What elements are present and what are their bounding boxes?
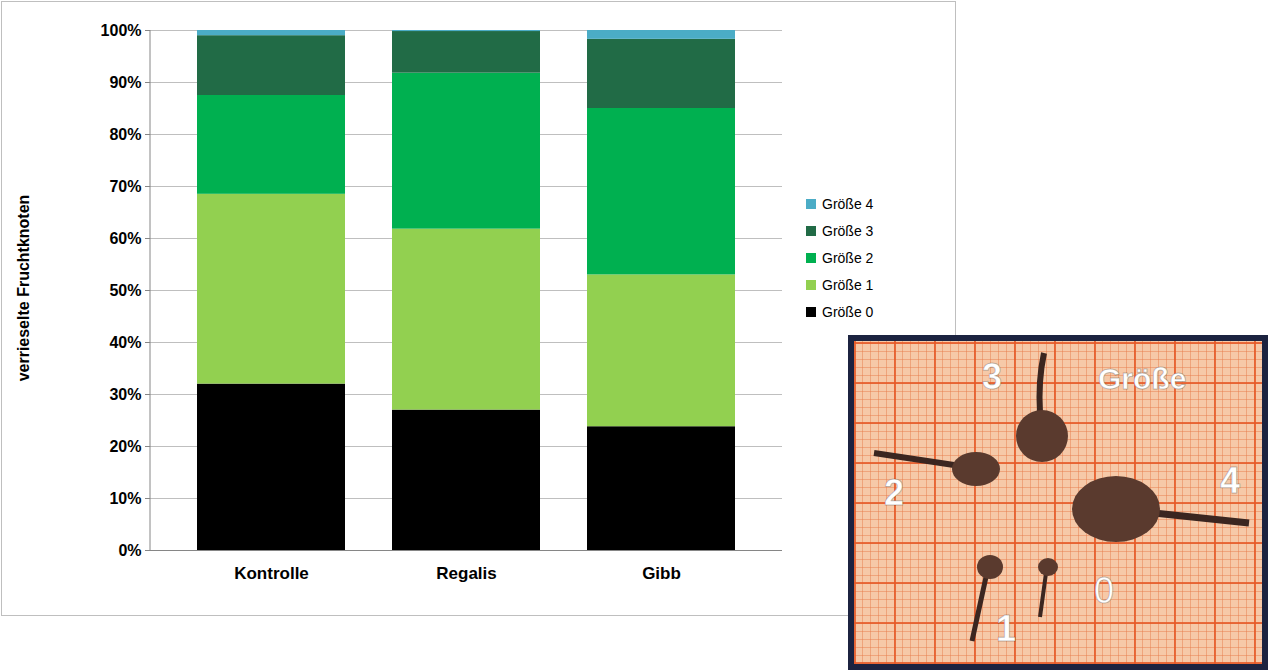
svg-text:90%: 90%	[109, 74, 141, 91]
svg-text:10%: 10%	[109, 490, 141, 507]
svg-text:20%: 20%	[109, 438, 141, 455]
svg-text:80%: 80%	[109, 126, 141, 143]
svg-text:60%: 60%	[109, 230, 141, 247]
svg-text:0%: 0%	[118, 542, 141, 559]
svg-text:100%: 100%	[101, 22, 142, 39]
svg-text:Größe: Größe	[1098, 362, 1186, 395]
svg-text:Regalis: Regalis	[436, 564, 496, 583]
svg-text:Kontrolle: Kontrolle	[234, 564, 309, 583]
html-text:Größe 4: Größe 4	[822, 195, 874, 212]
html-text:Größe 0: Größe 0	[822, 303, 874, 320]
html-text:Größe 1: Größe 1	[822, 276, 874, 293]
svg-text:0: 0	[1094, 570, 1114, 611]
svg-text:Gibb: Gibb	[642, 564, 681, 583]
svg-text:70%: 70%	[109, 178, 141, 195]
svg-text:4: 4	[1220, 460, 1240, 501]
svg-text:3: 3	[982, 356, 1002, 397]
svg-text:50%: 50%	[109, 282, 141, 299]
svg-text:1: 1	[996, 608, 1016, 649]
svg-text:2: 2	[884, 472, 904, 513]
html-text:verrieselte Fruchtknoten: verrieselte Fruchtknoten	[15, 194, 32, 382]
svg-text:30%: 30%	[109, 386, 141, 403]
html-text:Größe 3: Größe 3	[822, 222, 874, 239]
html-text:Größe 2: Größe 2	[822, 249, 874, 266]
svg-text:40%: 40%	[109, 334, 141, 351]
